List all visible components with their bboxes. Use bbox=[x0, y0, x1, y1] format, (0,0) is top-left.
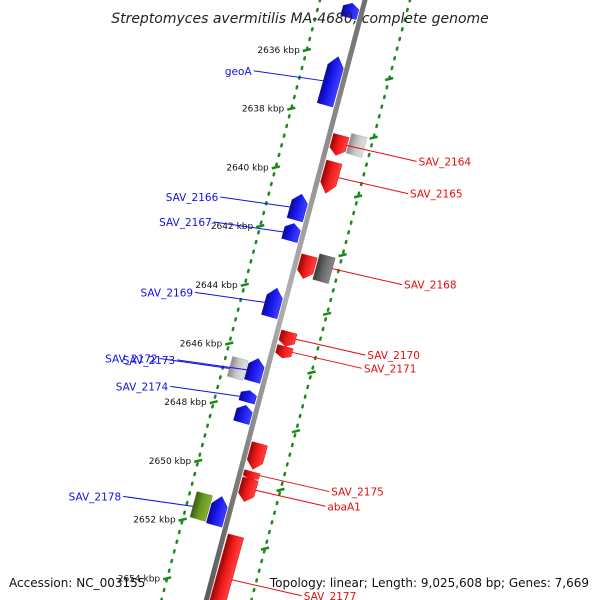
gene-leader-line bbox=[177, 359, 248, 371]
tick-mark bbox=[209, 399, 219, 405]
tick-label: 2644 kbp bbox=[195, 281, 238, 291]
axis-line bbox=[203, 0, 368, 600]
tick-label: 2652 kbp bbox=[133, 516, 176, 526]
tick-mark-right bbox=[307, 370, 316, 375]
gene-leader-line bbox=[253, 70, 324, 82]
gene-leader-line bbox=[159, 357, 230, 369]
gene-arrow-sav_2169[interactable] bbox=[261, 286, 284, 319]
gene-leader-line bbox=[195, 291, 266, 303]
tick-mark bbox=[178, 517, 187, 522]
gene-arrow-sav_2166[interactable] bbox=[286, 192, 309, 223]
gene-leader-line bbox=[337, 177, 409, 195]
tick-mark-right bbox=[353, 194, 363, 199]
gene-leader-line bbox=[255, 489, 326, 507]
tick-mark bbox=[162, 576, 172, 581]
gene-label[interactable]: SAV_2166 bbox=[166, 192, 219, 204]
gene-arrow-sav_2165[interactable] bbox=[318, 159, 343, 195]
tick-mark bbox=[271, 165, 281, 170]
gene-label[interactable]: SAV_2171 bbox=[364, 363, 417, 375]
genome-axis bbox=[203, 0, 368, 600]
gene-arrow[interactable] bbox=[245, 441, 268, 472]
tick-label: 2648 kbp bbox=[164, 398, 207, 408]
gene-arrow-sav_2177[interactable] bbox=[204, 533, 244, 600]
tick-mark bbox=[224, 341, 234, 346]
tick-mark-right bbox=[338, 252, 347, 258]
gene-arrow-geoa[interactable] bbox=[316, 55, 346, 108]
gene-leader-line bbox=[170, 385, 241, 397]
gene-arrow-sav_2173[interactable] bbox=[244, 356, 266, 384]
gene-label[interactable]: SAV_2177 bbox=[304, 591, 357, 600]
gene-arrow[interactable] bbox=[345, 133, 368, 158]
gene-arrow-sav_2175[interactable] bbox=[242, 469, 261, 482]
accession-text: Accession: NC_003155 bbox=[9, 576, 145, 590]
tick-mark-right bbox=[384, 76, 394, 82]
left-guide-line bbox=[160, 0, 322, 600]
tick-label: 2638 kbp bbox=[242, 105, 285, 115]
tick-mark-right bbox=[369, 135, 378, 140]
gene-leader-line bbox=[291, 351, 362, 369]
gene-label[interactable]: SAV_2169 bbox=[141, 287, 194, 299]
gene-track bbox=[189, 1, 368, 600]
tick-label: 2654 kbp bbox=[118, 574, 161, 584]
gene-leader-line bbox=[295, 338, 366, 356]
gene-leader-line bbox=[231, 579, 302, 597]
gene-arrow-sav_2178[interactable] bbox=[189, 491, 213, 522]
gene-label[interactable]: SAV_2167 bbox=[159, 217, 212, 229]
gene-arrow-sav_2170[interactable] bbox=[278, 329, 298, 348]
tick-label: 2650 kbp bbox=[149, 457, 192, 467]
gene-arrow[interactable] bbox=[206, 495, 229, 528]
tick-mark bbox=[302, 47, 312, 53]
tick-mark bbox=[240, 282, 250, 288]
gene-label[interactable]: SAV_2165 bbox=[410, 189, 463, 201]
tick-mark bbox=[286, 106, 296, 111]
gene-leader-line bbox=[331, 268, 403, 286]
gene-leader-line bbox=[123, 495, 194, 507]
tick-label: 2642 kbp bbox=[211, 222, 254, 232]
gene-arrow[interactable] bbox=[233, 403, 254, 425]
tick-mark-right bbox=[276, 487, 285, 493]
tick-labels: 2636 kbp 2638 kbp 2640 kbp 2642 kbp 2644 kbp… bbox=[118, 46, 394, 584]
gene-arrow-sav_2168[interactable] bbox=[312, 253, 336, 284]
gene-arrow-sav_2164[interactable] bbox=[328, 133, 350, 157]
gene-arrow-sav_2167[interactable] bbox=[281, 221, 302, 243]
right-guide-line bbox=[250, 0, 412, 600]
tick-mark-right bbox=[260, 546, 270, 551]
gene-label[interactable]: geoA bbox=[225, 66, 253, 78]
tick-mark bbox=[255, 223, 265, 229]
tick-label: 2640 kbp bbox=[226, 163, 269, 173]
genome-summary-text: Topology: linear; Length: 9,025,608 bp; … bbox=[269, 576, 589, 590]
gene-arrow[interactable] bbox=[340, 1, 360, 20]
tick-mark-right bbox=[322, 311, 332, 317]
gene-label[interactable]: SAV_2164 bbox=[419, 156, 472, 168]
gene-arrow-sav_2171[interactable] bbox=[275, 344, 294, 361]
tick-mark-right bbox=[291, 428, 301, 434]
gene-arrow-abaa1[interactable] bbox=[237, 476, 259, 504]
gene-label[interactable]: SAV_2170 bbox=[367, 350, 420, 362]
tick-guides bbox=[160, 0, 412, 600]
tick-label: 2646 kbp bbox=[180, 340, 223, 350]
gene-labels: geoA SAV_2164 SAV_2165 SAV_2166 SAV_2167 SAV_… bbox=[69, 66, 472, 600]
gene-arrow-sav_2174[interactable] bbox=[238, 389, 258, 405]
gene-label[interactable]: SAV_2173 bbox=[123, 355, 176, 367]
tick-mark bbox=[193, 458, 203, 464]
gene-leader-line bbox=[213, 221, 284, 233]
gene-leader-line bbox=[259, 475, 330, 493]
tick-label: 2636 kbp bbox=[257, 46, 300, 56]
gene-leader-line bbox=[220, 196, 291, 208]
gene-label[interactable]: SAV_2175 bbox=[331, 487, 384, 499]
gene-label[interactable]: SAV_2178 bbox=[69, 491, 122, 503]
gene-label[interactable]: SAV_2168 bbox=[404, 280, 457, 292]
gene-label[interactable]: SAV_2174 bbox=[116, 381, 169, 393]
gene-label[interactable]: abaA1 bbox=[327, 501, 360, 513]
gene-arrow[interactable] bbox=[296, 253, 318, 281]
page-title: Streptomyces avermitilis MA-4680, comple… bbox=[111, 11, 489, 27]
gene-leader-line bbox=[346, 144, 417, 162]
gene-label[interactable]: SAV_2172 bbox=[105, 353, 158, 365]
